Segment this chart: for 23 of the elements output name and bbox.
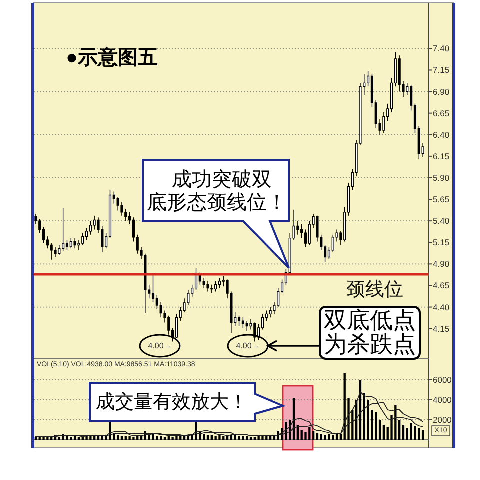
y-tick-label: 6.15 [433,151,450,162]
y-tick-label: 4.65 [433,280,450,291]
y-tick-label: 5.65 [433,194,450,205]
y-tick-label: 5.90 [433,172,450,183]
y-tick-label: 5.40 [433,216,450,226]
y-tick-label: 5.15 [433,238,450,248]
y-tick-label: 7.15 [433,65,450,76]
y-tick-label: 4.90 [433,259,450,270]
y-tick-label: 4.15 [433,324,450,334]
text: ●示意图五 [66,46,158,69]
y-tick-label: 2000 [433,415,452,425]
annotation: 4.00→ [236,342,260,350]
annotation: 4.00→ [148,342,172,350]
annotation: 成功突破双底形态颈线位！ [147,166,288,214]
y-tick-label: 7.40 [433,44,450,54]
y-tick-label: 6.40 [433,130,450,140]
y-tick-label: 6000 [433,375,452,385]
ref-line-label: 颈线位 [346,278,404,301]
y-tick-label: 6.90 [433,86,450,97]
y-tick-label: 6.65 [433,108,450,118]
y-tick-label: 4000 [433,395,452,405]
y-tick-label: 4.40 [433,302,450,312]
annotation: 成交量有效放大！ [95,390,249,414]
